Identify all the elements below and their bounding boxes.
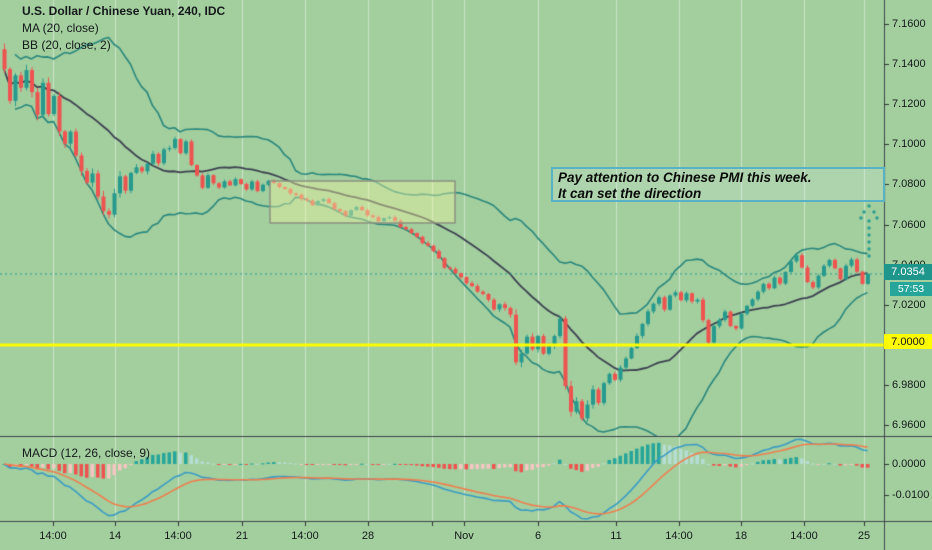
annotation-line-2: It can set the direction [558, 186, 702, 201]
price-tick-label: 7.0600 [892, 218, 926, 231]
macd-indicator-legend[interactable]: MACD (12, 26, close, 9) [22, 446, 151, 460]
price-tick-label: 7.1400 [892, 58, 926, 71]
price-tick-label: 7.1600 [892, 18, 926, 30]
price-tick-label: 6.9800 [892, 379, 926, 392]
macd-tick-label: 0.0000 [892, 458, 926, 470]
time-tick-label: 14:00 [291, 530, 319, 542]
time-tick-label: 14:00 [665, 530, 693, 542]
price-tick-label: 7.0800 [892, 178, 926, 191]
current-price-label: 7.0354 [884, 264, 932, 280]
time-tick-label: 14:00 [39, 530, 67, 542]
ma-indicator-legend[interactable]: MA (20, close) [22, 21, 99, 35]
price-tick-label: 7.0200 [892, 298, 926, 311]
symbol-title[interactable]: U.S. Dollar / Chinese Yuan, 240, IDC [22, 4, 226, 18]
annotation-line-1: Pay attention to Chinese PMI this week. [558, 170, 812, 185]
time-tick-label: 28 [361, 530, 375, 542]
bar-countdown-label: 57:53 [890, 282, 932, 296]
level-7-price-label: 7.0000 [884, 334, 932, 349]
time-tick-label: 14:00 [790, 530, 818, 542]
macd-tick-label: -0.0100 [892, 489, 930, 501]
time-tick-label: 18 [734, 530, 748, 542]
bb-indicator-legend[interactable]: BB (20, close, 2) [22, 38, 111, 52]
price-tick-label: 6.9600 [892, 419, 926, 432]
time-tick-label: Nov [454, 530, 474, 542]
time-tick-label: 21 [235, 530, 249, 542]
price-tick-label: 7.1000 [892, 138, 926, 151]
time-tick-label: 14:00 [164, 530, 192, 542]
chart-annotation-note[interactable]: Pay attention to Chinese PMI this week. … [551, 167, 885, 202]
time-tick-label: 11 [610, 530, 622, 542]
time-tick-label: 25 [857, 530, 871, 542]
time-tick-label: 6 [534, 530, 542, 542]
price-tick-label: 7.1200 [892, 98, 926, 111]
time-tick-label: 14 [108, 530, 122, 542]
